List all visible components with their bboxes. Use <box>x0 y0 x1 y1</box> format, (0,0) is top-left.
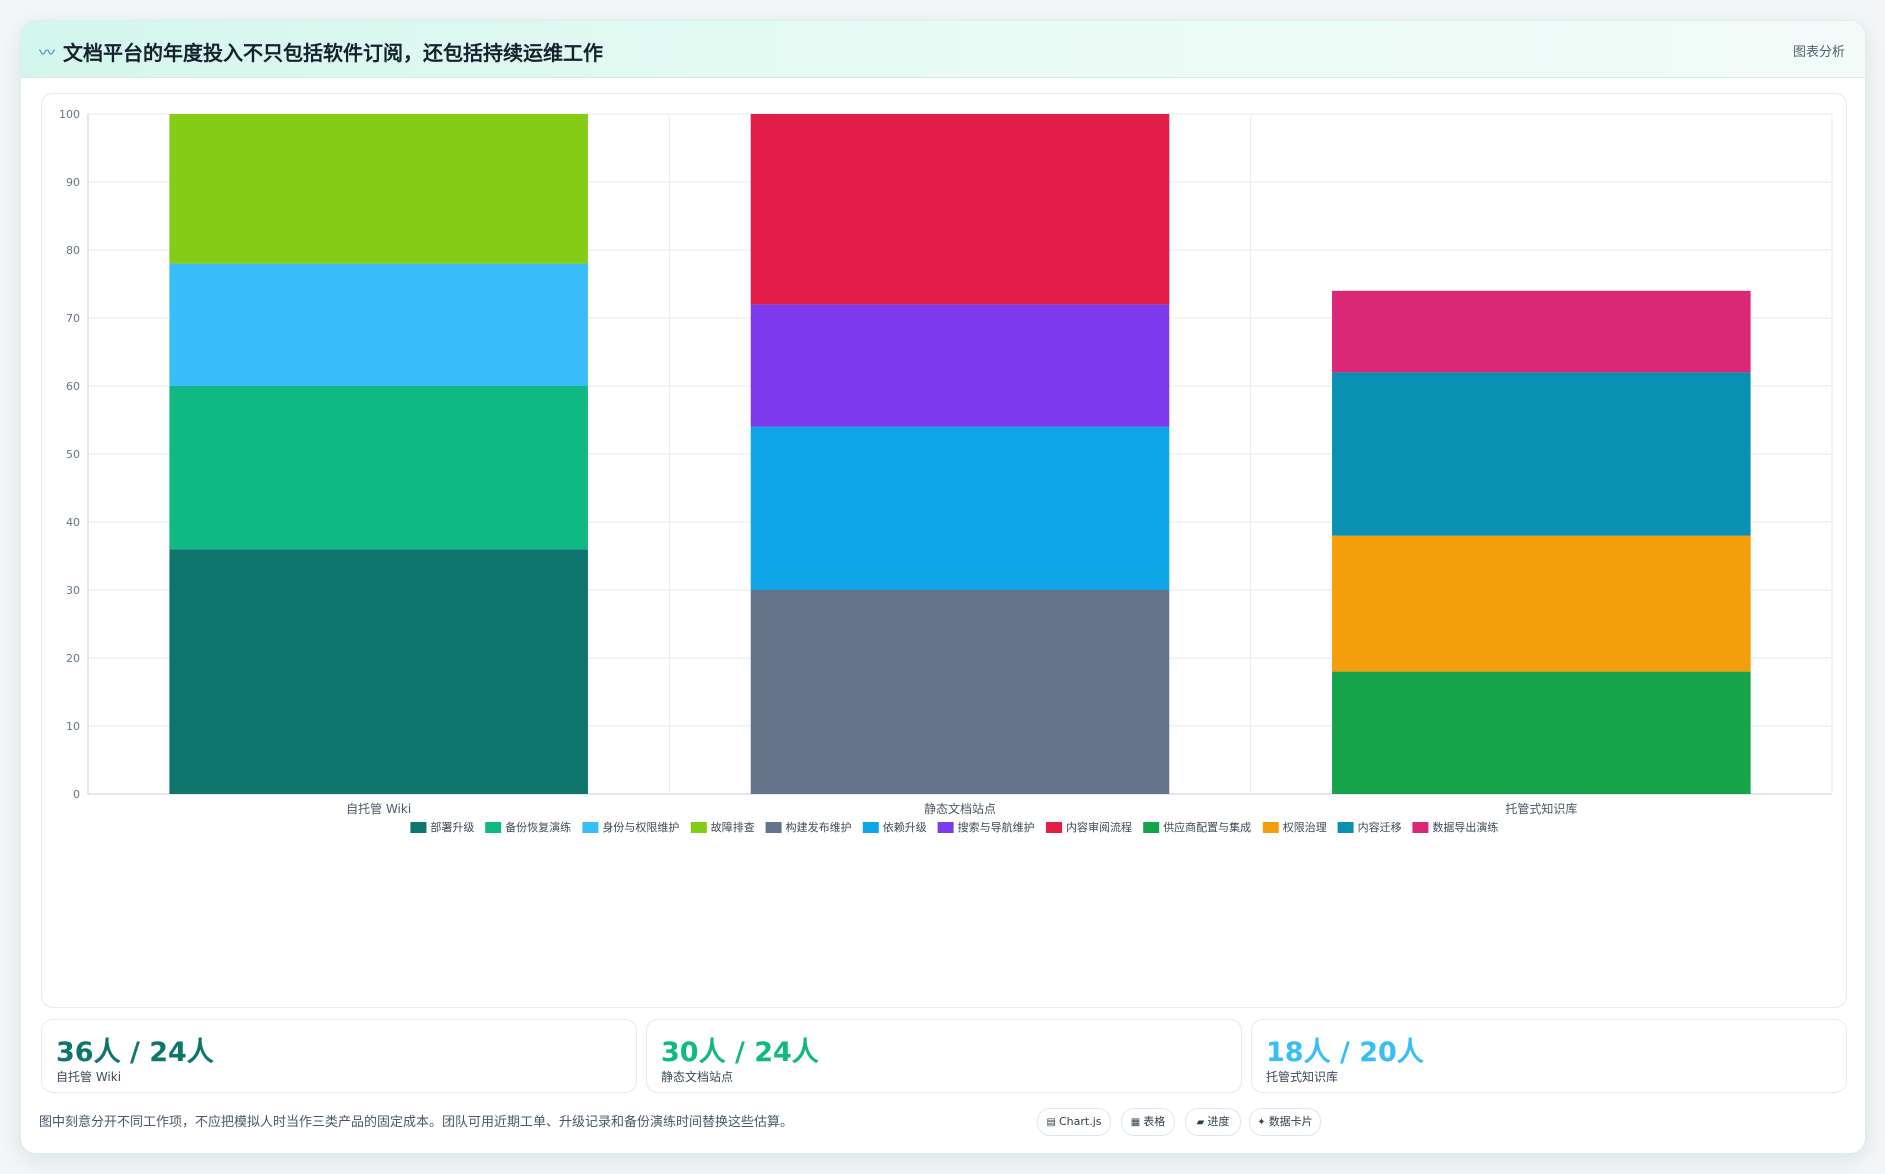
bar-segment <box>169 263 588 386</box>
y-tick-label: 50 <box>66 448 80 461</box>
footnote: 图中刻意分开不同工作项，不应把模拟人时当作三类产品的固定成本。团队可用近期工单、… <box>39 1115 794 1130</box>
stat-card-self-hosted: 36人 / 24人 自托管 Wiki <box>41 1019 637 1093</box>
legend-swatch <box>582 822 599 833</box>
stat-label: 静态文档站点 <box>661 1070 734 1084</box>
pill-label: 进度 <box>1207 1115 1230 1128</box>
legend-swatch <box>937 822 954 833</box>
chart-card: 0 10 20 30 40 50 60 70 80 90 100 自托管 Wiki 静态文档站点 托管式知… <box>41 93 1847 1008</box>
legend-label: 内容迁移 <box>1358 820 1402 834</box>
bar-segment <box>169 386 588 550</box>
pill-progress[interactable]: ▰ 进度 <box>1185 1108 1241 1136</box>
page-title: 文档平台的年度投入不只包括软件订阅，还包括持续运维工作 <box>63 41 603 65</box>
y-tick-label: 40 <box>66 516 80 529</box>
chart-analysis-tag[interactable]: 图表分析 <box>1792 45 1845 60</box>
pill-label: Chart.js <box>1058 1115 1102 1128</box>
table-icon: ▦ <box>1130 1117 1141 1128</box>
stat-value: 18人 / 20人 <box>1266 1037 1424 1068</box>
x-tick-label: 自托管 Wiki <box>346 801 411 816</box>
pill-data-card[interactable]: ✦ 数据卡片 <box>1249 1108 1321 1136</box>
y-tick-label: 10 <box>66 720 80 733</box>
bar-segment <box>750 114 1170 305</box>
bar-segment <box>1332 535 1751 672</box>
legend-swatch <box>1337 822 1354 833</box>
stacked-bar-chart: 0 10 20 30 40 50 60 70 80 90 100 自托管 Wiki 静态文档站点 托管式知… <box>59 108 1833 834</box>
legend-swatch <box>1412 822 1429 833</box>
legend-label: 身份与权限维护 <box>602 820 679 834</box>
legend-label: 备份恢复演练 <box>505 820 571 834</box>
legend-label: 依赖升级 <box>883 821 927 834</box>
wave-icon: 〰 <box>39 43 56 62</box>
bar-segment <box>750 426 1170 590</box>
pill-table[interactable]: ▦ 表格 <box>1121 1108 1175 1136</box>
legend-swatch <box>765 822 782 833</box>
stat-label: 自托管 Wiki <box>56 1070 122 1084</box>
bar-segment <box>169 114 588 264</box>
legend-swatch <box>1143 822 1160 833</box>
stat-value: 30人 / 24人 <box>661 1037 819 1068</box>
legend-label: 数据导出演练 <box>1432 820 1498 834</box>
chart-window: 〰 文档平台的年度投入不只包括软件订阅，还包括持续运维工作 图表分析 0 10 20… <box>20 20 1866 1154</box>
legend-label: 搜索与导航维护 <box>958 820 1035 834</box>
y-tick-label: 70 <box>66 312 80 325</box>
pill-label: 数据卡片 <box>1268 1115 1313 1128</box>
stat-label: 托管式知识库 <box>1266 1070 1339 1084</box>
progress-icon: ▰ <box>1196 1117 1205 1128</box>
stat-card-static-site: 30人 / 24人 静态文档站点 <box>646 1019 1242 1093</box>
legend-label: 故障排查 <box>711 820 755 834</box>
card-icon: ✦ <box>1257 1117 1266 1128</box>
bar-segment <box>1332 290 1751 373</box>
legend-label: 供应商配置与集成 <box>1163 820 1251 834</box>
legend-label: 部署升级 <box>430 820 474 834</box>
legend-swatch <box>1046 822 1062 833</box>
y-tick-label: 90 <box>66 176 80 189</box>
y-tick-label: 100 <box>59 108 80 121</box>
bar-segment <box>1332 671 1751 794</box>
legend-swatch <box>1262 822 1279 833</box>
legend-swatch <box>862 822 879 833</box>
legend-swatch <box>690 822 707 833</box>
chart-icon: ▤ <box>1046 1117 1056 1128</box>
y-tick-label: 0 <box>73 788 80 801</box>
bar-segment <box>750 590 1170 794</box>
legend-label: 构建发布维护 <box>786 820 852 834</box>
legend-label: 权限治理 <box>1283 820 1327 834</box>
bar-segment <box>169 549 588 794</box>
pill-label: 表格 <box>1143 1115 1166 1128</box>
legend-swatch <box>485 822 502 833</box>
y-tick-label: 30 <box>66 584 80 597</box>
legend-swatch <box>410 822 427 833</box>
pill-chartjs[interactable]: ▤ Chart.js <box>1037 1108 1111 1136</box>
stat-card-hosted-kb: 18人 / 20人 托管式知识库 <box>1251 1019 1847 1093</box>
x-tick-label: 静态文档站点 <box>924 801 996 816</box>
y-tick-label: 80 <box>66 244 80 257</box>
y-tick-label: 20 <box>66 652 80 665</box>
x-tick-label: 托管式知识库 <box>1505 801 1577 816</box>
header-bar: 〰 文档平台的年度投入不只包括软件订阅，还包括持续运维工作 图表分析 <box>21 21 1865 78</box>
stat-value: 36人 / 24人 <box>56 1037 214 1068</box>
legend-label: 内容审阅流程 <box>1066 820 1132 834</box>
bar-segment <box>1332 372 1751 536</box>
bar-segment <box>750 304 1170 427</box>
y-tick-label: 60 <box>66 380 80 393</box>
